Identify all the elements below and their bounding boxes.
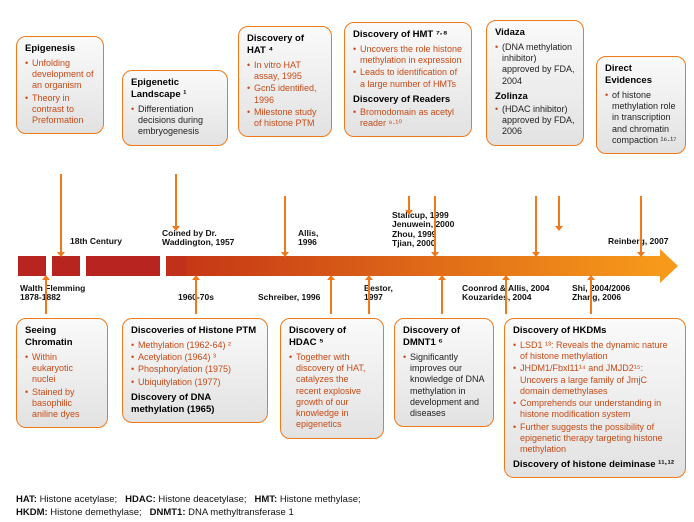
card-item: Stained by basophilic aniline dyes: [25, 387, 99, 421]
event-card: Direct Evidences of histone methylation r…: [596, 56, 686, 154]
timeline-label: Walth Flemming1878-1882: [20, 284, 85, 303]
card-item: Leads to identification of a large numbe…: [353, 67, 463, 90]
connector: [195, 280, 197, 314]
card-item: Methylation (1962-64) ²: [131, 340, 259, 351]
event-card: Vidaza (DNA methylation inhibitor) approv…: [486, 20, 584, 146]
connector: [60, 174, 62, 252]
event-card: Discoveries of Histone PTM Methylation (1…: [122, 318, 268, 423]
connector: [558, 196, 560, 226]
card-item: Unfolding development of an organism: [25, 58, 95, 92]
card-item: Differentiation decisions during embryog…: [131, 104, 219, 138]
connector: [368, 280, 370, 314]
card-item: Milestone study of histone PTM: [247, 107, 323, 130]
abbreviation-key: HAT: Histone acetylase; HDAC: Histone de…: [16, 494, 361, 505]
connector: [284, 196, 286, 252]
connector: [45, 280, 47, 314]
event-card: Epigenesis Unfolding development of an or…: [16, 36, 104, 134]
card-title: Epigenetic Landscape ¹: [131, 77, 219, 101]
connector: [175, 174, 177, 226]
card-item: Together with discovery of HAT, catalyze…: [289, 352, 375, 431]
card-item: (HDAC inhibitor) approved by FDA, 2006: [495, 104, 575, 138]
event-card: Epigenetic Landscape ¹ Differentiation de…: [122, 70, 228, 146]
card-title: Seeing Chromatin: [25, 325, 99, 349]
card-subtitle: Zolinza: [495, 91, 575, 103]
connector: [535, 196, 537, 252]
card-item: Bromodomain as acetyl reader ⁹·¹⁰: [353, 107, 463, 130]
card-item: In vitro HAT assay, 1995: [247, 60, 323, 83]
card-item: Further suggests the possibility of epig…: [513, 422, 677, 456]
event-card: Discovery of DMNT1 ⁶ Significantly improv…: [394, 318, 494, 427]
card-subtitle: Discovery of histone deiminase ¹¹·¹²: [513, 459, 677, 471]
card-title: Discovery of HKDMs: [513, 325, 677, 337]
card-title: Discovery of HAT ⁴: [247, 33, 323, 57]
connector: [408, 196, 410, 210]
card-item: Significantly improves our knowledge of …: [403, 352, 485, 420]
card-item: Ubiquitylation (1977): [131, 377, 259, 388]
event-card: Seeing Chromatin Within eukaryotic nuclei…: [16, 318, 108, 428]
event-card: Discovery of HAT ⁴ In vitro HAT assay, 19…: [238, 26, 332, 137]
timeline-label: Coined by Dr.Waddington, 1957: [162, 229, 234, 248]
card-subtitle: Discovery of DNA methylation (1965): [131, 392, 259, 416]
card-item: (DNA methylation inhibitor) approved by …: [495, 42, 575, 87]
timeline-axis: [18, 256, 678, 276]
card-item: Theory in contrast to Preformation: [25, 93, 95, 127]
timeline-label: 18th Century: [70, 237, 122, 246]
card-subtitle: Discovery of Readers: [353, 94, 463, 106]
card-title: Discovery of HDAC ⁵: [289, 325, 375, 349]
card-title: Discovery of DMNT1 ⁶: [403, 325, 485, 349]
timeline-label: Reinberg, 2007: [608, 237, 668, 246]
card-title: Discoveries of Histone PTM: [131, 325, 259, 337]
card-item: Uncovers the role histone methylation in…: [353, 44, 463, 67]
connector: [590, 280, 592, 314]
timeline-label: Allis,1996: [298, 229, 318, 248]
card-title: Discovery of HMT ⁷·⁸: [353, 29, 463, 41]
event-card: Discovery of HKDMs LSD1 ¹³: Reveals the d…: [504, 318, 686, 478]
connector: [640, 196, 642, 252]
abbreviation-key: HKDM: Histone demethylase; DNMT1: DNA me…: [16, 507, 294, 518]
card-item: Phosphorylation (1975): [131, 364, 259, 375]
card-item: Acetylation (1964) ³: [131, 352, 259, 363]
card-item: Comprehends our understanding in histone…: [513, 398, 677, 421]
card-title: Direct Evidences: [605, 63, 677, 87]
connector: [330, 280, 332, 314]
timeline-label: Schreiber, 1996: [258, 293, 320, 302]
timeline-label: Stallcup, 1999Jenuwein, 2000Zhou, 1999Tj…: [392, 211, 454, 248]
connector: [441, 280, 443, 314]
card-item: Within eukaryotic nuclei: [25, 352, 99, 386]
connector: [505, 280, 507, 314]
card-item: Gcn5 identified, 1996: [247, 83, 323, 106]
connector: [434, 196, 436, 252]
event-card: Discovery of HMT ⁷·⁸ Uncovers the role hi…: [344, 22, 472, 137]
card-item: LSD1 ¹³: Reveals the dynamic nature of h…: [513, 340, 677, 363]
card-item: JHDM1/Fbxl11¹⁴ and JMJD2¹⁵: Uncovers a l…: [513, 363, 677, 397]
card-title: Epigenesis: [25, 43, 95, 55]
event-card: Discovery of HDAC ⁵ Together with discove…: [280, 318, 384, 439]
card-item: of histone methylation role in transcrip…: [605, 90, 677, 146]
timeline-label: Shi, 2004/2006Zhang, 2006: [572, 284, 630, 303]
card-title: Vidaza: [495, 27, 575, 39]
